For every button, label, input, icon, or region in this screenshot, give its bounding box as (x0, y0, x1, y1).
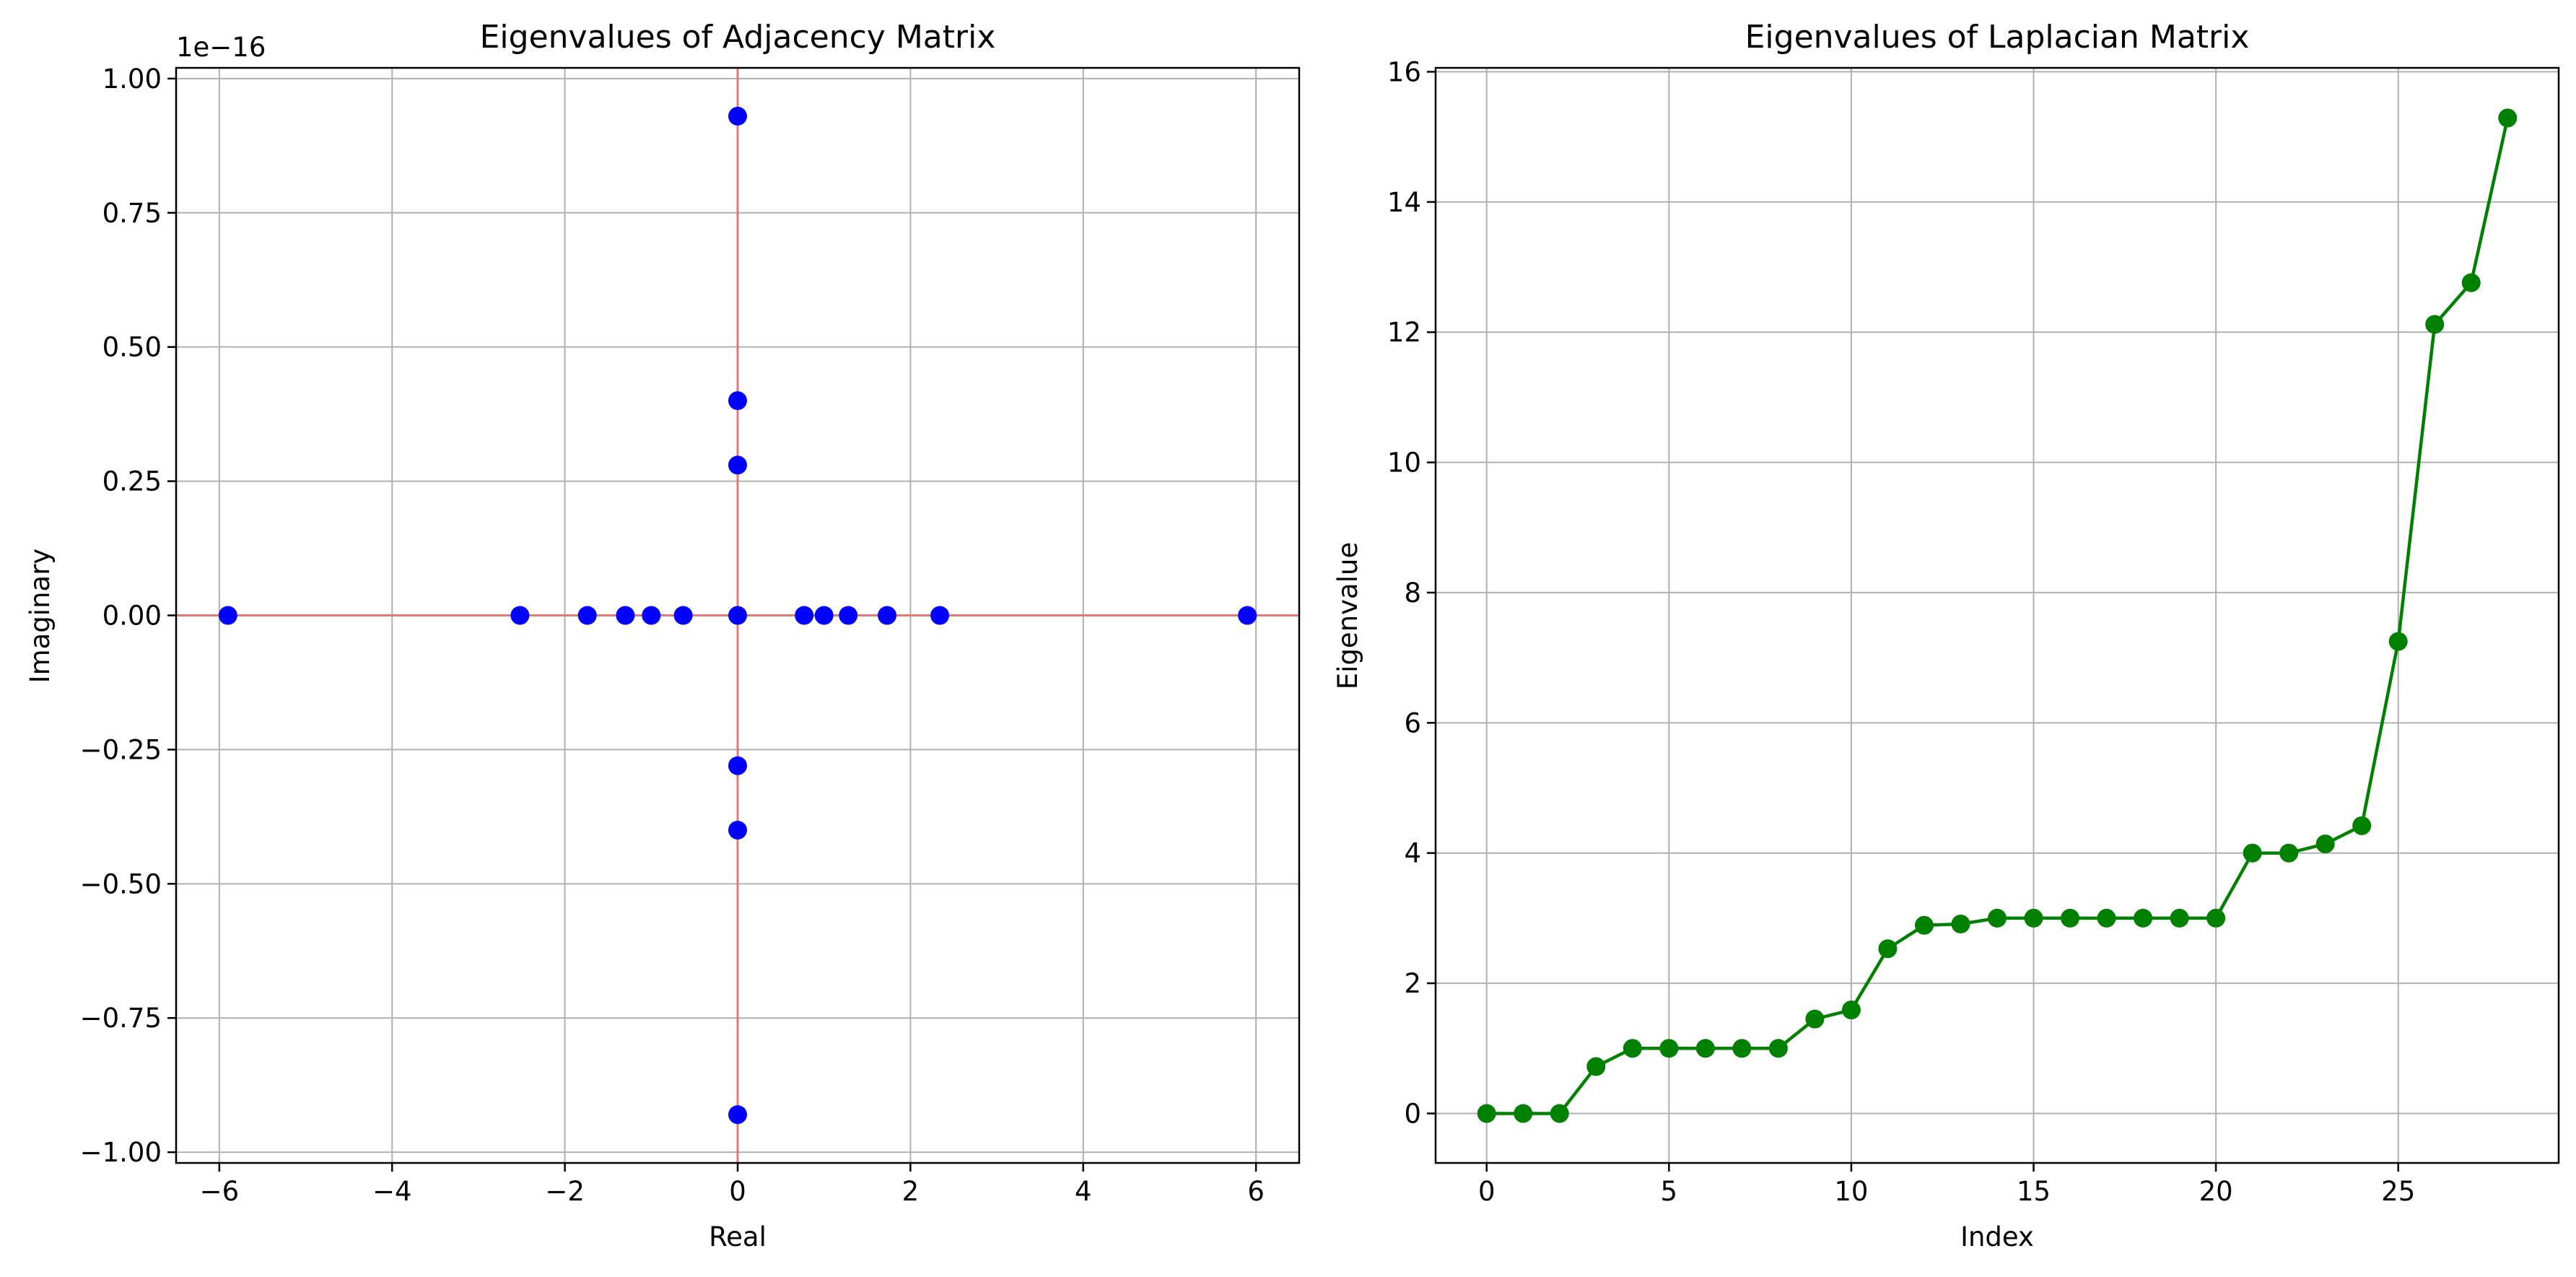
y-tick-label: 10 (1387, 448, 1421, 479)
scatter-point (728, 106, 747, 126)
x-tick-label: −6 (200, 1176, 240, 1207)
scatter-point (616, 606, 635, 625)
scatter-point (577, 606, 597, 625)
line-point (2279, 843, 2299, 863)
scatter-point (839, 606, 858, 625)
line-point (2206, 908, 2226, 928)
scatter-point (728, 820, 747, 840)
line-point (2425, 315, 2445, 334)
x-tick-label: 5 (1661, 1176, 1678, 1207)
x-tick-label: 4 (1075, 1176, 1092, 1207)
scatter-point (878, 606, 897, 625)
series-line (1486, 117, 2510, 1115)
line-point (1805, 1009, 1825, 1029)
x-tick-label: 25 (2381, 1176, 2415, 1207)
scatter-point (728, 391, 747, 411)
y-tick-label: −0.75 (80, 1003, 162, 1034)
scatter-point (673, 606, 693, 625)
line-point (1623, 1039, 1642, 1058)
axes-frame (1434, 66, 2560, 1164)
x-tick-label: 6 (1247, 1176, 1265, 1207)
line-point (1841, 1001, 1861, 1020)
x-tick-label: −4 (372, 1176, 412, 1207)
y-tick-label: 8 (1404, 578, 1421, 609)
scatter-point (795, 606, 814, 625)
line-point (2498, 108, 2518, 128)
laplacian-eigenvalues-panel: 0 5 10 15 20 25 0 2 4 6 8 10 12 14 16 Eigenvalues of … (1332, 19, 2560, 1252)
line-point (2134, 908, 2153, 928)
y-tick-label: 14 (1387, 187, 1421, 218)
scatter-point (728, 1105, 747, 1125)
scatter-point (1238, 606, 1257, 625)
y-tick-label: 16 (1387, 56, 1421, 87)
line-point (2315, 834, 2335, 854)
x-ticks: 0 5 10 15 20 25 (1478, 1163, 2415, 1207)
line-point (2352, 816, 2372, 835)
y-ticks: 0 2 4 6 8 10 12 14 16 (1387, 56, 1436, 1129)
x-tick-label: 15 (2017, 1176, 2051, 1207)
y-tick-label: 6 (1404, 707, 1421, 738)
scatter-point (728, 456, 747, 475)
line-point (1586, 1057, 1606, 1076)
line-point (1768, 1039, 1788, 1058)
line-point (1514, 1104, 1533, 1123)
x-ticks: −6 −4 −2 0 2 4 6 (200, 1163, 1265, 1207)
x-tick-label: −2 (545, 1176, 585, 1207)
chart-title: Eigenvalues of Laplacian Matrix (1745, 19, 2250, 56)
y-offset-text: 1e−16 (176, 32, 266, 63)
y-tick-label: 0.00 (102, 601, 162, 632)
line-point (1878, 939, 1898, 959)
line-point (2061, 908, 2080, 928)
y-tick-label: −0.25 (80, 734, 162, 765)
line-point (2024, 908, 2043, 928)
x-axis-label: Real (709, 1221, 767, 1252)
adjacency-eigenvalues-panel: −6 −4 −2 0 2 4 6 −1.00 −0.75 −0.50 −0.25 0.00 0.25 0… (25, 19, 1301, 1252)
line-point (1732, 1039, 1752, 1058)
line-point (2097, 908, 2116, 928)
y-axis-label: Imaginary (25, 549, 56, 684)
line-point (1477, 1104, 1496, 1123)
y-tick-label: 2 (1404, 968, 1421, 999)
scatter-point (930, 606, 950, 625)
y-axis-label: Eigenvalue (1332, 542, 1363, 689)
line-point (2461, 273, 2481, 292)
y-tick-label: 0.75 (102, 198, 162, 229)
line-point (1695, 1039, 1715, 1058)
y-tick-label: −0.50 (80, 868, 162, 899)
x-tick-label: 0 (729, 1176, 746, 1207)
y-tick-label: 0.25 (102, 466, 162, 497)
y-ticks: −1.00 −0.75 −0.50 −0.25 0.00 0.25 0.50 0.75 1.00 (80, 64, 176, 1168)
y-tick-label: 0.50 (102, 332, 162, 363)
scatter-point (728, 606, 747, 625)
y-tick-label: −1.00 (80, 1137, 162, 1168)
x-tick-label: 20 (2199, 1176, 2233, 1207)
line-point (1951, 915, 1970, 934)
scatter-point (218, 606, 237, 625)
scatter-point (814, 606, 834, 625)
y-tick-label: 0 (1404, 1098, 1421, 1129)
scatter-point (510, 606, 530, 625)
x-tick-label: 2 (902, 1176, 920, 1207)
scatter-point (642, 606, 661, 625)
line-point (1988, 908, 2007, 928)
x-tick-label: 0 (1478, 1176, 1496, 1207)
line-point (2243, 843, 2262, 863)
y-tick-label: 12 (1387, 317, 1421, 348)
chart-title: Eigenvalues of Adjacency Matrix (480, 19, 996, 56)
line-point (1550, 1104, 1569, 1123)
line-point (1659, 1039, 1679, 1058)
scatter-point (728, 756, 747, 775)
line-point (2388, 632, 2408, 651)
line-point (2170, 908, 2189, 928)
x-axis-label: Index (1960, 1221, 2034, 1252)
grid-lines (1436, 68, 2559, 1163)
y-tick-label: 4 (1404, 838, 1421, 869)
line-point (1914, 915, 1934, 935)
scatter-points (218, 106, 1257, 1125)
x-tick-label: 10 (1834, 1176, 1868, 1207)
series-markers (1477, 108, 2518, 1123)
y-tick-label: 1.00 (102, 64, 162, 95)
